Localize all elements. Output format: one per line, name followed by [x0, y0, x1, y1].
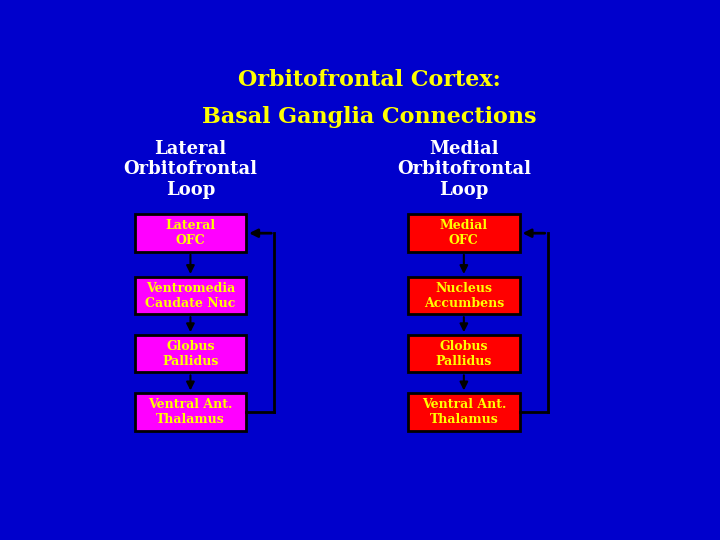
Text: Medial
OFC: Medial OFC	[440, 219, 488, 247]
FancyBboxPatch shape	[135, 277, 246, 314]
Text: Lateral
OFC: Lateral OFC	[166, 219, 215, 247]
Text: Nucleus
Accumbens: Nucleus Accumbens	[424, 281, 504, 309]
FancyBboxPatch shape	[408, 393, 520, 431]
Text: Orbitofrontal Cortex:: Orbitofrontal Cortex:	[238, 69, 500, 91]
Text: Basal Ganglia Connections: Basal Ganglia Connections	[202, 106, 536, 129]
FancyBboxPatch shape	[408, 214, 520, 252]
Text: Medial
Orbitofrontal
Loop: Medial Orbitofrontal Loop	[397, 140, 531, 199]
Text: Globus
Pallidus: Globus Pallidus	[436, 340, 492, 368]
Text: Ventral Ant.
Thalamus: Ventral Ant. Thalamus	[422, 398, 506, 426]
FancyBboxPatch shape	[408, 277, 520, 314]
Text: Ventromedia
Caudate Nuc: Ventromedia Caudate Nuc	[145, 281, 235, 309]
Text: Lateral
Orbitofrontal
Loop: Lateral Orbitofrontal Loop	[123, 140, 258, 199]
Text: Globus
Pallidus: Globus Pallidus	[162, 340, 219, 368]
FancyBboxPatch shape	[135, 335, 246, 373]
FancyBboxPatch shape	[135, 393, 246, 431]
Text: Ventral Ant.
Thalamus: Ventral Ant. Thalamus	[148, 398, 233, 426]
FancyBboxPatch shape	[135, 214, 246, 252]
FancyBboxPatch shape	[408, 335, 520, 373]
